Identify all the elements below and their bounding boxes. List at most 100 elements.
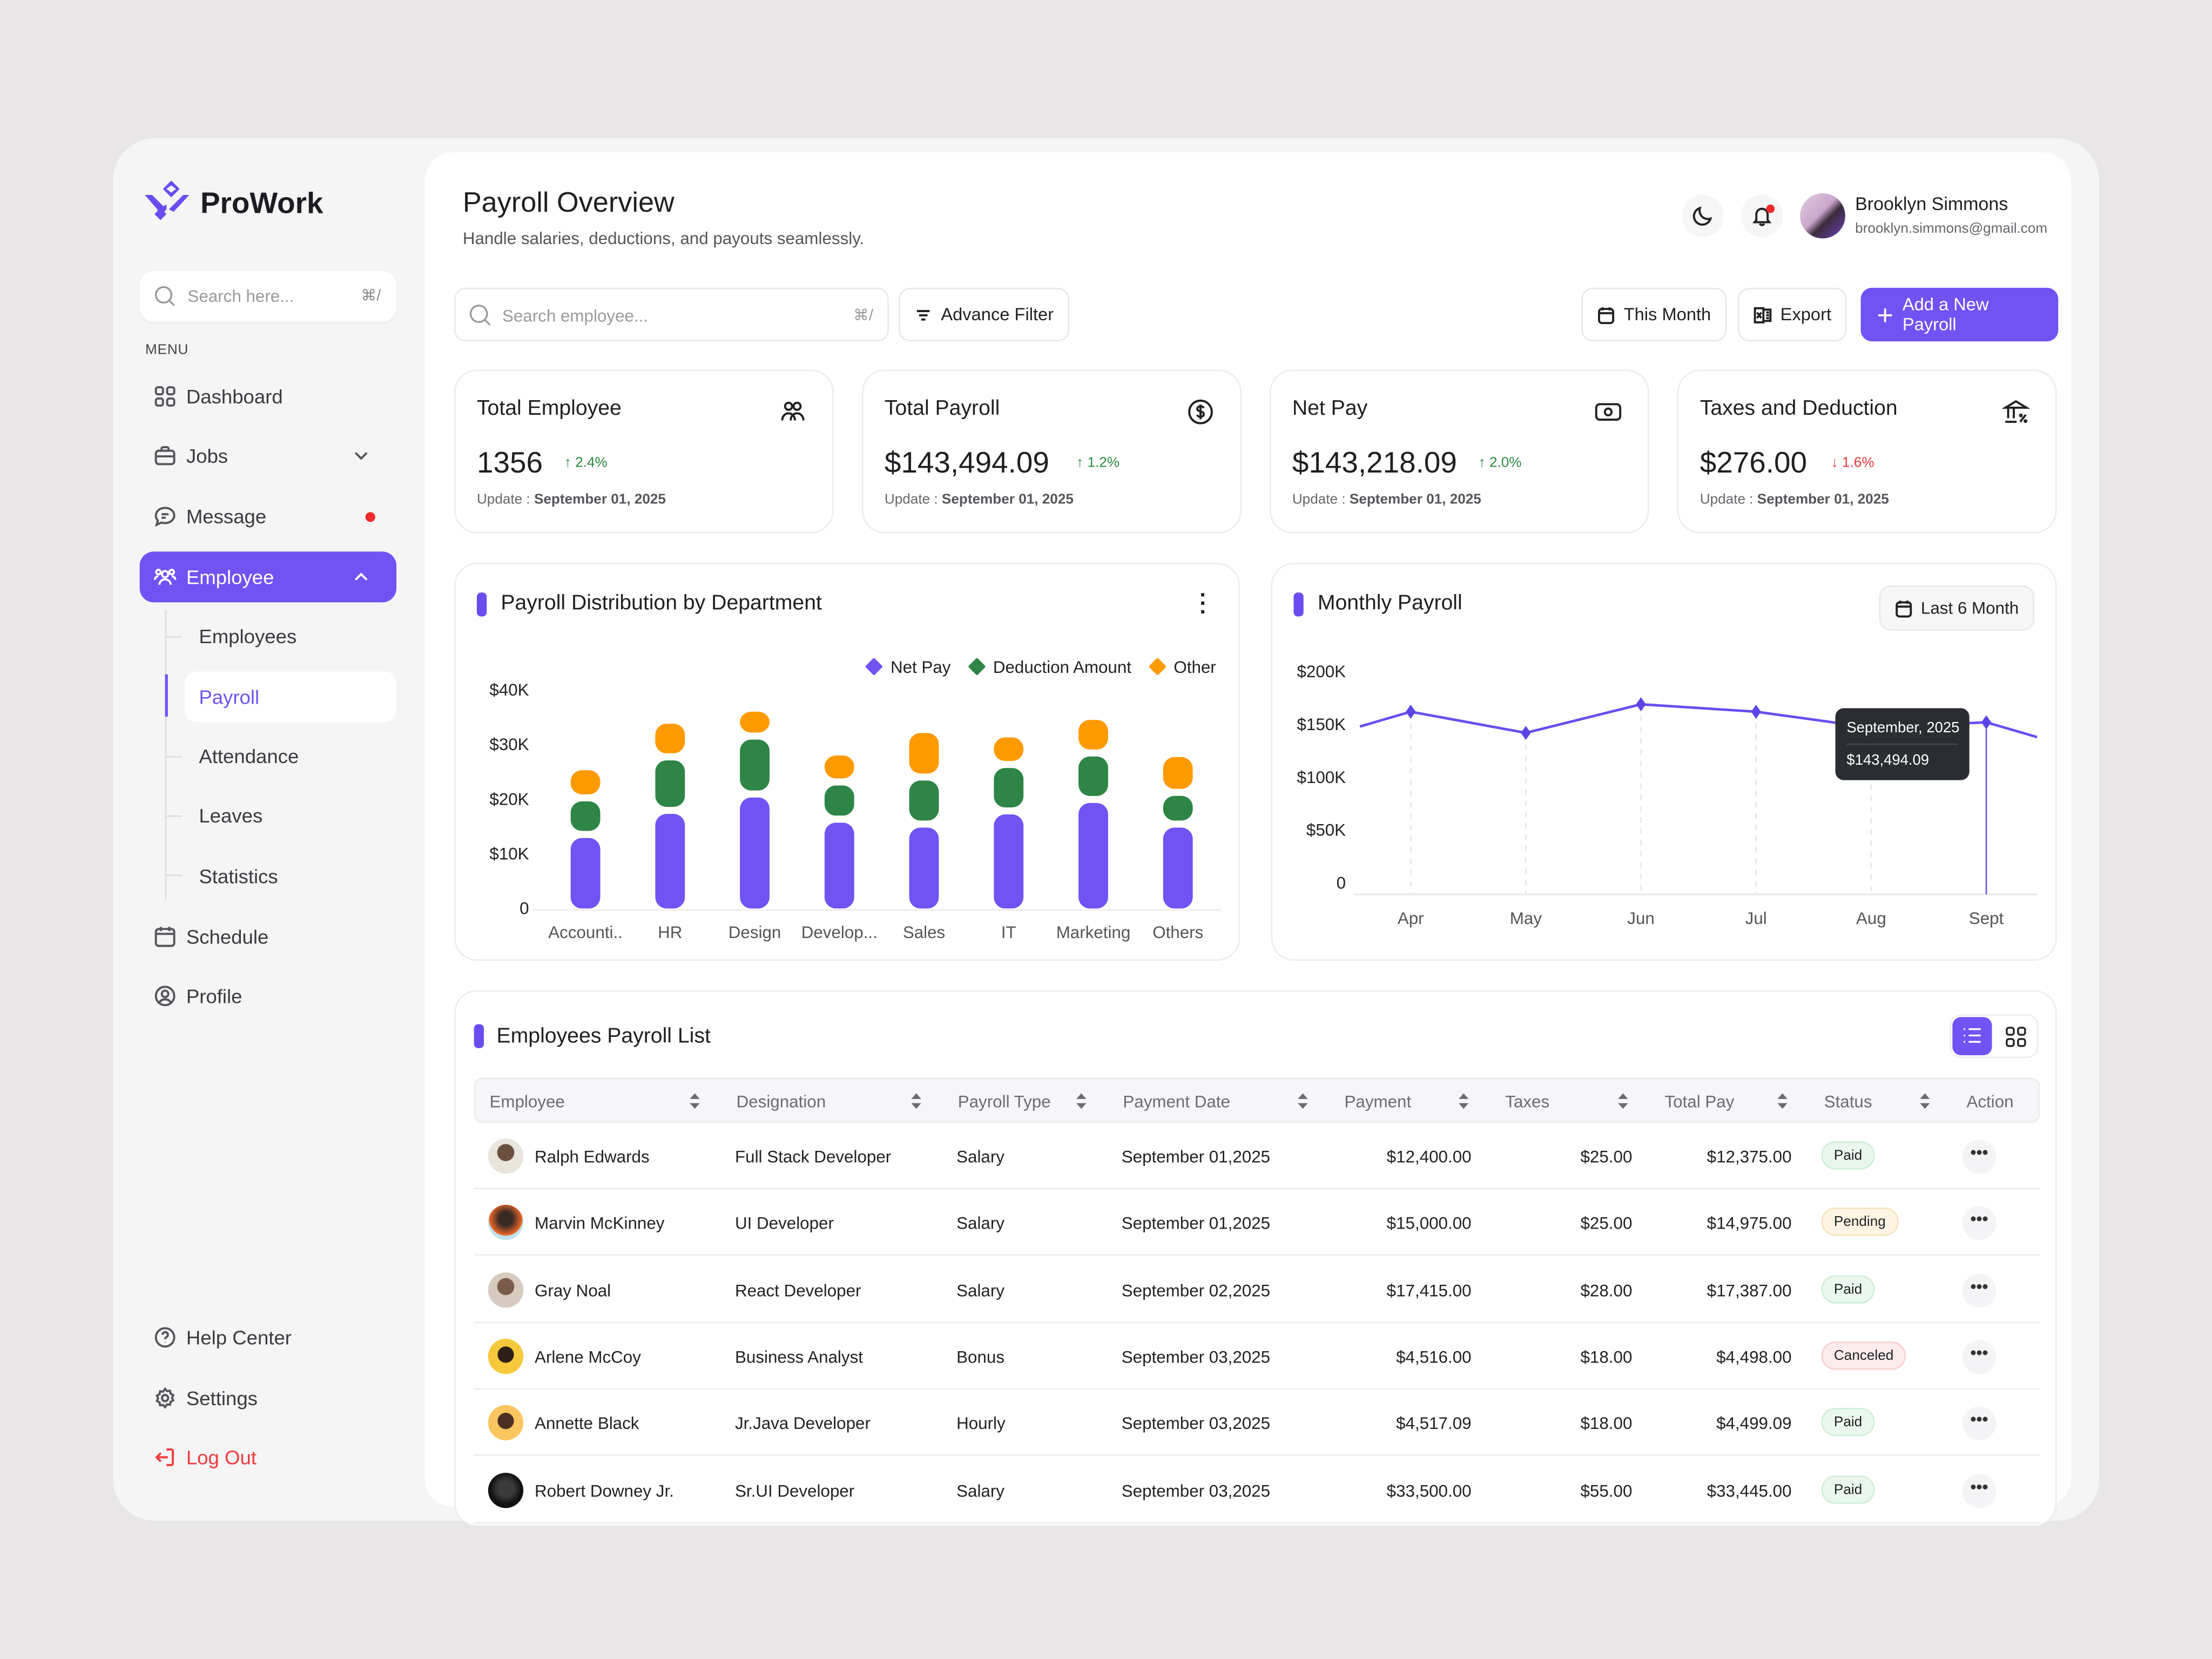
- table-row[interactable]: Ralph Edwards Full Stack Developer Salary S…: [474, 1123, 2040, 1190]
- table-row[interactable]: Gray Noal React Developer Salary September …: [474, 1256, 2040, 1323]
- sidebar-item-message[interactable]: Message: [140, 491, 396, 542]
- taxes: $25.00: [1580, 1147, 1633, 1167]
- sidebar-item-label: Message: [186, 505, 267, 528]
- submenu-employees[interactable]: Employees: [199, 625, 297, 648]
- this-month-button[interactable]: This Month: [1581, 287, 1727, 342]
- sidebar-item-dashboard[interactable]: Dashboard: [140, 371, 396, 422]
- column-header[interactable]: Payroll Type: [957, 1091, 1051, 1112]
- column-header[interactable]: Payment Date: [1123, 1091, 1231, 1112]
- employee-avatar: [488, 1472, 524, 1508]
- employee-search-input[interactable]: Search employee... ⌘/: [454, 287, 889, 342]
- submenu-leaves[interactable]: Leaves: [199, 804, 263, 827]
- submenu-payroll[interactable]: Payroll: [185, 671, 397, 723]
- row-actions-button[interactable]: •••: [1962, 1406, 1997, 1441]
- cash-icon: [1595, 403, 1622, 421]
- table-row[interactable]: Robert Downey Jr. Sr.UI Developer Salary Se…: [474, 1456, 2040, 1523]
- filter-label: Last 6 Month: [1920, 598, 2019, 618]
- payment-date: September 03,2025: [1121, 1413, 1271, 1434]
- x-tick-label: Marketing: [1056, 923, 1131, 942]
- data-point: [1751, 704, 1761, 719]
- y-tick-label: $100K: [1297, 768, 1346, 787]
- dark-mode-toggle[interactable]: [1681, 194, 1724, 237]
- data-point: [1521, 726, 1531, 740]
- y-tick-label: 0: [520, 899, 529, 918]
- prowork-logo: [143, 180, 191, 228]
- payment: $4,516.00: [1396, 1347, 1472, 1367]
- export-button[interactable]: Export: [1738, 287, 1847, 342]
- sort-icon[interactable]: [1618, 1093, 1628, 1109]
- row-actions-button[interactable]: •••: [1962, 1206, 1997, 1240]
- advance-filter-button[interactable]: Advance Filter: [899, 287, 1069, 342]
- add-new-payroll-button[interactable]: Add a New Payroll: [1860, 287, 2059, 342]
- kpi-change: ↑ 2.4%: [564, 455, 608, 471]
- x-tick-label: Sept: [1969, 909, 2004, 928]
- table-row[interactable]: Marvin McKinney UI Developer Salary Septemb…: [474, 1190, 2040, 1256]
- sort-icon[interactable]: [1459, 1093, 1469, 1109]
- row-actions-button[interactable]: •••: [1962, 1340, 1997, 1374]
- column-header[interactable]: Taxes: [1505, 1091, 1550, 1112]
- x-tick-label: HR: [658, 923, 682, 942]
- sidebar-item-employee[interactable]: Employee: [139, 551, 397, 603]
- row-actions-button[interactable]: •••: [1962, 1139, 1997, 1174]
- bar-segment-deduction-amount: [1078, 756, 1108, 796]
- column-header[interactable]: Payment: [1344, 1091, 1412, 1112]
- sort-icon[interactable]: [911, 1093, 921, 1109]
- sort-icon[interactable]: [1777, 1093, 1788, 1109]
- total-pay: $14,975.00: [1707, 1213, 1792, 1233]
- list-view-button[interactable]: [1952, 1017, 1992, 1055]
- payroll-type: Bonus: [956, 1347, 1005, 1367]
- column-header[interactable]: Employee: [489, 1091, 565, 1112]
- sidebar-item-schedule[interactable]: Schedule: [140, 912, 396, 962]
- employee-avatar: [488, 1205, 524, 1240]
- last-6-month-dropdown[interactable]: Last 6 Month: [1878, 585, 2034, 631]
- legend-item: Net Pay: [865, 657, 950, 677]
- sort-icon[interactable]: [1076, 1093, 1087, 1109]
- designation: Sr.UI Developer: [734, 1480, 855, 1501]
- table-title: Employees Payroll List: [496, 1024, 711, 1048]
- x-tick-label: Jun: [1627, 909, 1655, 928]
- bar-segment-other: [570, 770, 601, 794]
- sidebar-item-settings[interactable]: Settings: [140, 1373, 396, 1424]
- users-icon: [153, 569, 177, 585]
- column-header[interactable]: Total Pay: [1664, 1091, 1735, 1112]
- submenu-statistics[interactable]: Statistics: [199, 865, 278, 888]
- sidebar-item-help-center[interactable]: Help Center: [140, 1312, 396, 1363]
- payment-date: September 01,2025: [1121, 1213, 1271, 1233]
- bar-segment-deduction-amount: [909, 780, 939, 821]
- table-row[interactable]: Annette Black Jr.Java Developer Hourly Sept…: [474, 1390, 2040, 1456]
- shortcut-hint: ⌘/: [361, 287, 381, 305]
- sort-icon[interactable]: [1920, 1093, 1930, 1109]
- notifications-button[interactable]: [1741, 194, 1783, 237]
- kpi-card-taxes-deduction: Taxes and Deduction $276.00 ↓ 1.6% Updat…: [1677, 369, 2057, 534]
- sidebar-search-input[interactable]: Search here... ⌘/: [139, 271, 397, 322]
- submenu-attendance[interactable]: Attendance: [199, 745, 299, 768]
- kpi-change: ↓ 1.6%: [1831, 455, 1874, 471]
- tooltip-value: $143,494.09: [1846, 752, 1930, 769]
- y-tick-label: $150K: [1297, 715, 1346, 734]
- advance-filter-label: Advance Filter: [941, 305, 1054, 325]
- kpi-change-value: 2.4%: [575, 455, 608, 471]
- update-label: Update :: [476, 492, 530, 508]
- sidebar-search-placeholder: Search here...: [187, 286, 294, 306]
- sidebar-item-jobs[interactable]: Jobs: [140, 430, 396, 481]
- sidebar-item-log-out[interactable]: Log Out: [140, 1432, 396, 1482]
- legend-item: Other: [1148, 657, 1216, 677]
- notification-dot: [1766, 204, 1775, 213]
- column-header[interactable]: Action: [1966, 1091, 2014, 1112]
- user-avatar[interactable]: [1800, 193, 1845, 239]
- total-pay: $33,445.00: [1707, 1480, 1792, 1501]
- designation: Jr.Java Developer: [734, 1413, 871, 1434]
- column-header[interactable]: Status: [1824, 1091, 1872, 1112]
- bar-segment-net-pay: [909, 827, 939, 909]
- sort-icon[interactable]: [690, 1093, 700, 1109]
- row-actions-button[interactable]: •••: [1962, 1273, 1997, 1307]
- row-actions-button[interactable]: •••: [1962, 1473, 1997, 1508]
- table-row[interactable]: Arlene McCoy Business Analyst Bonus Septemb…: [474, 1323, 2040, 1390]
- sort-icon[interactable]: [1298, 1093, 1308, 1109]
- bar-segment-net-pay: [570, 838, 601, 909]
- kpi-card-total-employee: Total Employee 1356 ↑ 2.4% Update : Sept…: [454, 369, 834, 534]
- bar-chart: 0 $10K $20K $30K $40K Accounti.. HR Design Devel…: [489, 680, 1222, 942]
- column-header[interactable]: Designation: [736, 1091, 826, 1112]
- grid-view-button[interactable]: [2005, 1026, 2027, 1048]
- sidebar-item-profile[interactable]: Profile: [140, 970, 396, 1021]
